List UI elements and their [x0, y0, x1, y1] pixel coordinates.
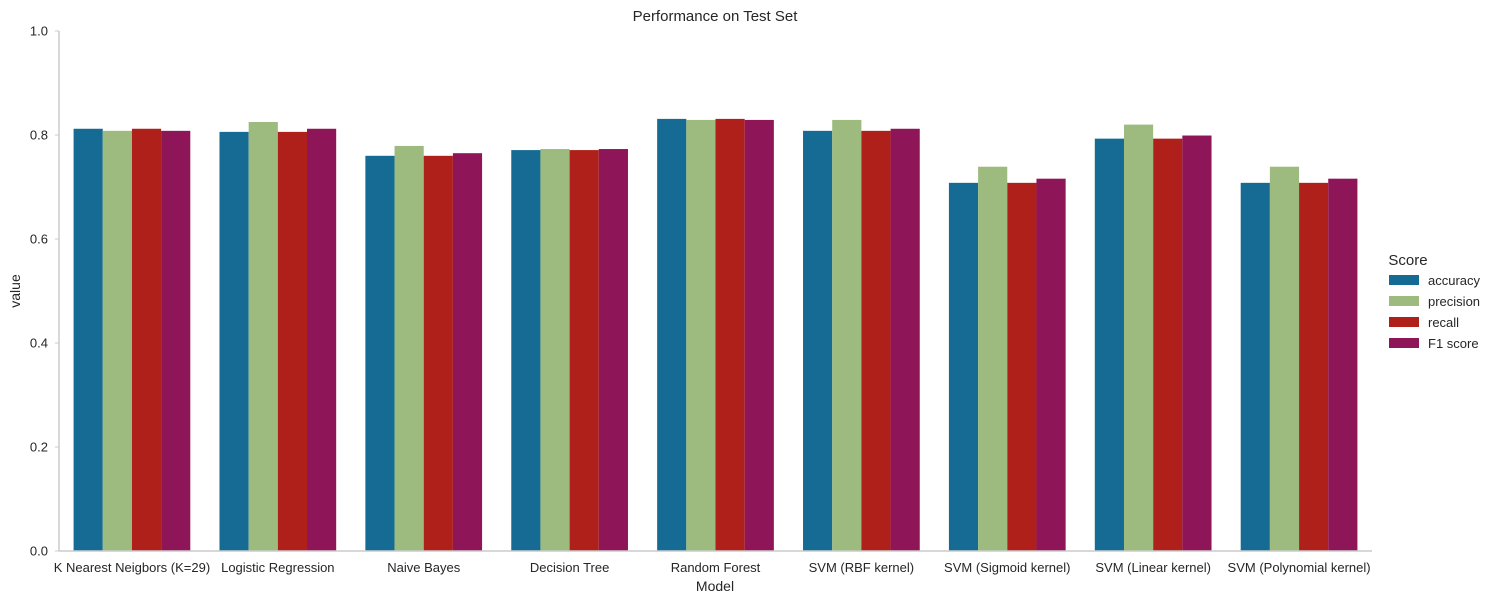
legend-title: Score — [1388, 252, 1427, 269]
x-tick-label: Logistic Regression — [221, 560, 334, 575]
bar-f1-score-6 — [1036, 178, 1066, 551]
bar-accuracy-4 — [657, 118, 687, 551]
bar-f1-score-5 — [890, 128, 920, 551]
y-tick-label: 0.2 — [30, 440, 48, 455]
x-tick-labels: K Nearest Neigbors (K=29) Logistic Regres… — [54, 560, 1371, 575]
bar-accuracy-7 — [1094, 138, 1124, 551]
x-tick-label: Decision Tree — [530, 560, 609, 575]
y-tick-label: 0.4 — [30, 336, 48, 351]
bar-precision-4 — [686, 119, 716, 552]
chart-title: Performance on Test Set — [633, 8, 799, 25]
y-tick-label: 0.0 — [30, 544, 48, 559]
bar-precision-7 — [1123, 124, 1154, 551]
x-tick-label: SVM (RBF kernel) — [809, 560, 914, 575]
legend-label-recall: recall — [1428, 315, 1459, 330]
x-tick-label: K Nearest Neigbors (K=29) — [54, 560, 210, 575]
bar-accuracy-3 — [511, 150, 541, 551]
bar-precision-2 — [394, 145, 424, 552]
bar-f1-score-0 — [161, 130, 191, 551]
bar-f1-score-7 — [1182, 135, 1212, 551]
bar-recall-4 — [715, 118, 745, 551]
bar-precision-3 — [540, 149, 570, 552]
y-axis-ticks: 0.0 0.2 0.4 0.6 0.8 1.0 — [30, 24, 59, 559]
bar-recall-0 — [131, 128, 162, 551]
bar-recall-8 — [1299, 182, 1329, 551]
legend-label-accuracy: accuracy — [1428, 273, 1481, 288]
bar-f1-score-2 — [452, 153, 483, 551]
x-axis-title: Model — [696, 578, 734, 594]
bar-precision-1 — [248, 122, 278, 551]
bar-accuracy-8 — [1240, 182, 1270, 551]
legend-swatch-precision — [1389, 296, 1419, 306]
y-tick-label: 1.0 — [30, 24, 48, 39]
x-tick-label: SVM (Polynomial kernel) — [1228, 560, 1371, 575]
legend-swatch-f1-score — [1389, 338, 1419, 348]
bar-accuracy-2 — [365, 155, 395, 552]
y-axis-title: value — [7, 274, 23, 308]
bars-group — [73, 118, 1358, 552]
legend-label-f1-score: F1 score — [1428, 336, 1479, 351]
bar-recall-3 — [569, 150, 599, 551]
bar-f1-score-8 — [1328, 178, 1358, 551]
legend-label-precision: precision — [1428, 294, 1480, 309]
x-tick-label: SVM (Linear kernel) — [1095, 560, 1211, 575]
y-tick-label: 0.8 — [30, 128, 48, 143]
bar-accuracy-6 — [948, 182, 979, 551]
bar-accuracy-5 — [803, 130, 833, 551]
bar-recall-7 — [1153, 138, 1183, 551]
legend-swatch-accuracy — [1389, 275, 1419, 285]
bar-f1-score-3 — [598, 149, 628, 552]
bar-precision-8 — [1269, 166, 1300, 551]
x-tick-label: Random Forest — [671, 560, 761, 575]
bar-recall-2 — [423, 155, 453, 552]
bar-recall-5 — [861, 130, 891, 551]
bar-precision-6 — [978, 166, 1008, 551]
bar-recall-6 — [1007, 182, 1037, 551]
y-tick-label: 0.6 — [30, 232, 48, 247]
bar-f1-score-1 — [307, 128, 337, 551]
bar-precision-5 — [832, 119, 862, 552]
bar-f1-score-4 — [744, 119, 774, 552]
bar-recall-1 — [277, 131, 308, 551]
legend-swatch-recall — [1389, 317, 1419, 327]
x-tick-label: Naive Bayes — [387, 560, 460, 575]
bar-accuracy-0 — [73, 128, 103, 551]
bar-accuracy-1 — [219, 131, 249, 551]
bar-precision-0 — [102, 130, 132, 551]
legend: Score accuracy precision recall F1 score — [1388, 252, 1480, 351]
x-tick-label: SVM (Sigmoid kernel) — [944, 560, 1070, 575]
